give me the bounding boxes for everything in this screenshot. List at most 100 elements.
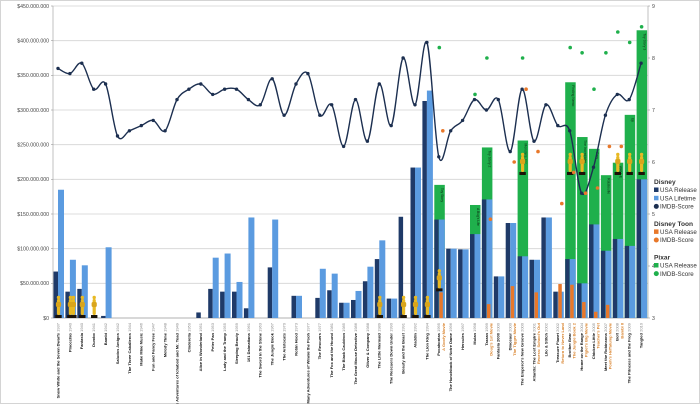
category-title: Robin Hood: [293, 332, 298, 355]
left-axis: $0 $50.000.000 $100.000.000 $150.000.000 $20…: [17, 4, 54, 322]
category-label: Hercules 1997: [460, 322, 465, 350]
category-title: The Rescuers: [317, 332, 322, 359]
disney-imdb-point: [532, 139, 536, 143]
category-year: 2003: [567, 322, 572, 332]
category-year: 1992: [412, 322, 417, 332]
imdb-dots: [56, 25, 644, 221]
category-label: Aladdin 1992: [412, 322, 417, 347]
disney-imdb-point: [603, 113, 608, 117]
disney-lifetime-bar: [296, 295, 302, 318]
category-title: Cinderella: [186, 332, 191, 352]
disney-release-bar: [232, 291, 237, 318]
disney-oscar-icon: [79, 295, 86, 318]
category-year: 1973: [293, 322, 298, 332]
category-year: 1985: [341, 322, 346, 332]
toon-imdb-point: [524, 87, 528, 91]
disney-imdb-point: [199, 82, 203, 86]
category-year: 2000: [508, 322, 513, 332]
right-tick-label: 5: [652, 212, 655, 218]
category-year: 1995: [436, 322, 441, 332]
disney-release-bar: [636, 179, 642, 318]
category-label: The Emperor's New Groove 2000: [520, 322, 525, 385]
category-year: 1988: [365, 322, 370, 332]
category-title: Atlantis: The Lost Empire: [531, 332, 536, 381]
disney-oscar-icon: [400, 295, 407, 318]
category-label: Lady and the Tramp 1955: [222, 322, 227, 371]
category-label: Robin Hood 1973: [293, 322, 298, 355]
disney-lifetime-bar: [343, 302, 350, 318]
legend-item-label: USA Release: [660, 263, 697, 270]
toon-imdb-point: [607, 144, 612, 149]
toon-imdb-point: [560, 201, 564, 206]
toon-category-label: Bambi II: [619, 323, 624, 339]
disney-imdb-point: [92, 87, 96, 91]
disney-lifetime-bar: [212, 257, 219, 318]
disney-release-bar: [267, 267, 273, 318]
left-tick-label: $250.000.000: [17, 142, 49, 148]
category-title: The Black Cauldron: [341, 332, 346, 370]
disney-lifetime-bar: [486, 199, 493, 318]
pixar-imdb-point: [604, 51, 608, 55]
category-year: 2000: [496, 322, 501, 332]
disney-imdb-point: [413, 103, 417, 107]
disney-imdb-point: [330, 103, 334, 107]
disney-imdb-point: [591, 165, 596, 169]
disney-lifetime-bar: [248, 217, 255, 318]
disney-imdb-point: [270, 77, 274, 81]
disney-imdb-point: [163, 129, 167, 133]
pixar-imdb-point: [580, 51, 584, 55]
disney-release-bar: [565, 259, 570, 318]
toon-category-label: Pooh's Heffalump Movie: [607, 322, 612, 369]
category-title: 101 Dalmatians: [246, 332, 251, 362]
category-label: Brother Bear 2003: [567, 322, 572, 357]
disney-release-bar: [327, 290, 332, 318]
right-tick-label: 4: [652, 264, 655, 270]
disney-lifetime-bar: [355, 290, 362, 318]
category-year: 1949: [174, 322, 179, 332]
disney-imdb-point: [449, 129, 453, 133]
disney-lifetime-bar: [510, 223, 517, 318]
toon-category-label: Teacher's Pet: [596, 322, 601, 348]
category-label: Treasure Planet 2002: [555, 322, 560, 363]
pixar-bar-title: The Incredibles: [583, 140, 587, 163]
pixar-bar-title: Toy Story 3: [642, 33, 646, 50]
toon-release-bar: [558, 284, 562, 318]
disney-lifetime-bar: [81, 265, 88, 318]
legend-item-label: USA Lifetime: [660, 195, 696, 202]
pixar-release-bar: [565, 82, 576, 319]
disney-lifetime-bar: [236, 281, 243, 318]
category-label: The Princess and the Frog 2009: [627, 322, 632, 383]
left-tick-label: $450.000.000: [17, 4, 49, 10]
category-label: Mulan 1998: [472, 322, 477, 344]
disney-imdb-point: [341, 144, 346, 149]
legend-item-label: IMDB-Score: [660, 237, 694, 244]
left-tick-label: $350.000.000: [17, 73, 49, 79]
category-year: 1961: [246, 322, 251, 332]
category-year: 2001: [531, 322, 536, 332]
category-title: Melody Time: [163, 332, 168, 357]
pixar-imdb-point: [520, 56, 525, 60]
disney-lifetime-bar: [438, 219, 445, 318]
category-year: 1996: [448, 322, 453, 332]
toon-category-label: The Jungle Book 2: [572, 322, 577, 358]
disney-imdb-point: [556, 123, 560, 128]
disney-imdb-point: [127, 129, 132, 133]
category-label: The Little Mermaid 1989: [377, 322, 382, 368]
category-title: Lilo & Stitch: [543, 332, 548, 356]
disney-lifetime-bar: [426, 90, 433, 318]
category-label: Pocahontas 1995: [436, 322, 441, 355]
disney-oscar-icon: [424, 295, 431, 318]
disney-imdb-point: [615, 92, 619, 97]
disney-lifetime-bar: [415, 167, 421, 318]
right-tick-label: 6: [652, 160, 655, 166]
category-title: Fantasia: [79, 332, 84, 349]
disney-release-bar: [493, 276, 499, 318]
category-labels: Snow White and the Seven Dwarfs 1937 Pino…: [55, 322, 643, 404]
pixar-bar-title: Toy Story 2: [488, 150, 492, 167]
left-tick-label: $400.000.000: [17, 38, 49, 44]
disney-lifetime-bar: [545, 217, 552, 318]
category-label: Lilo & Stitch 2002: [543, 322, 548, 356]
category-title: The Jungle Book: [270, 332, 275, 365]
disney-lifetime-bar: [367, 266, 374, 318]
